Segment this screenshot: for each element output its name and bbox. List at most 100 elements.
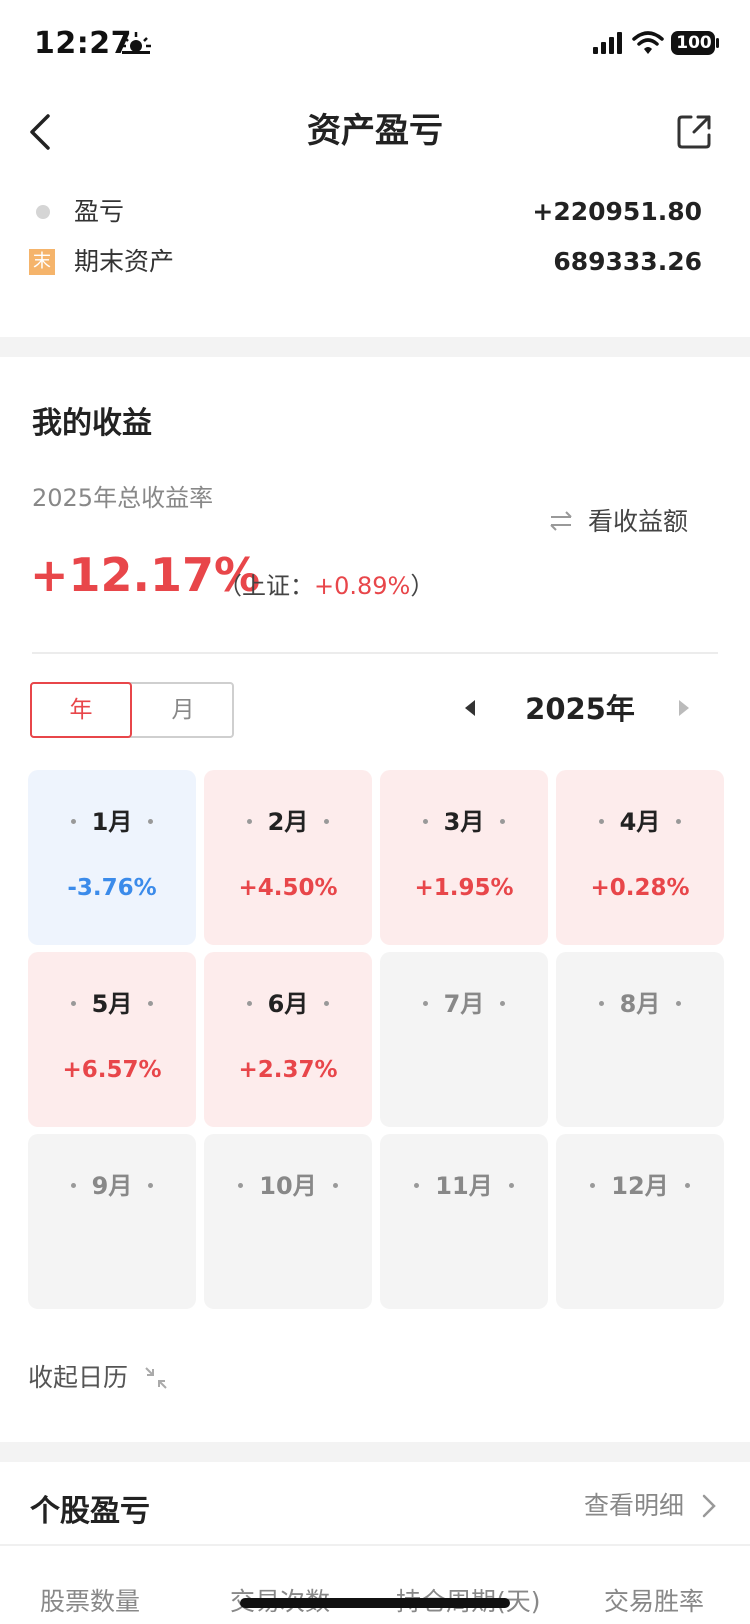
stat-win-rate: 交易胜率: [604, 1587, 705, 1616]
month-cell[interactable]: 2月 +4.50%: [204, 770, 372, 945]
dot: [70, 1182, 76, 1188]
page-title: 资产盈亏: [307, 111, 443, 151]
month-label: 7月: [443, 990, 485, 1018]
share-icon[interactable]: [674, 112, 714, 152]
month-cell[interactable]: 3月 +1.95%: [380, 770, 548, 945]
dot: [414, 1182, 420, 1188]
status-bar: 12:27 100: [0, 0, 750, 90]
month-rate: +6.57%: [62, 1057, 162, 1083]
dot: [422, 818, 428, 824]
dot: [148, 1182, 154, 1188]
month-name: 10月: [204, 1170, 372, 1202]
month-name: 12月: [556, 1170, 724, 1202]
dot: [148, 818, 154, 824]
chevron-right-icon[interactable]: [700, 1490, 718, 1522]
month-label: 10月: [259, 1172, 317, 1200]
month-cell[interactable]: 6月 +2.37%: [204, 952, 372, 1127]
month-name: 6月: [204, 988, 372, 1020]
dot: [500, 1000, 506, 1006]
month-name: 9月: [28, 1170, 196, 1202]
month-label: 6月: [267, 990, 309, 1018]
prev-year-icon[interactable]: [462, 698, 478, 718]
collapse-icon[interactable]: [144, 1366, 168, 1390]
status-time: 12:27: [34, 26, 132, 61]
month-rate: +4.50%: [238, 875, 338, 901]
wifi-icon: [632, 31, 664, 54]
month-name: 7月: [380, 988, 548, 1020]
assets-value: 689333.26: [553, 247, 702, 276]
assets-label: 期末资产: [74, 247, 175, 276]
month-rate: -3.76%: [67, 875, 157, 901]
stock-section-title: 个股盈亏: [30, 1494, 150, 1529]
back-arrow-icon[interactable]: [26, 108, 58, 156]
compare-value: +0.89%: [314, 572, 411, 600]
month-rate: +0.28%: [590, 875, 690, 901]
next-year-icon[interactable]: [676, 698, 692, 718]
month-name: 4月: [556, 806, 724, 838]
battery-icon: [671, 31, 719, 55]
month-label: 12月: [611, 1172, 669, 1200]
collapse-calendar-button[interactable]: 收起日历: [28, 1363, 129, 1392]
month-name: 2月: [204, 806, 372, 838]
year-label: 2025年: [525, 692, 635, 726]
month-name: 8月: [556, 988, 724, 1020]
profit-value: +220951.80: [532, 197, 702, 226]
month-cell[interactable]: 9月: [28, 1134, 196, 1309]
stat-stock-count: 股票数量: [40, 1587, 141, 1616]
section-divider: [0, 337, 750, 357]
month-cell[interactable]: 1月 -3.76%: [28, 770, 196, 945]
rate-caption: 2025年总收益率: [32, 484, 214, 512]
view-detail-link[interactable]: 查看明细: [584, 1491, 685, 1520]
month-label: 2月: [267, 808, 309, 836]
sunrise-icon: [121, 32, 151, 54]
month-cell[interactable]: 10月: [204, 1134, 372, 1309]
tab-year[interactable]: 年: [30, 682, 132, 738]
dot: [148, 1000, 154, 1006]
month-rate: +2.37%: [238, 1057, 338, 1083]
month-name: 1月: [28, 806, 196, 838]
dot: [324, 1000, 330, 1006]
legend-dot: [36, 205, 50, 219]
legend-assets: 末 期末资产 689333.26: [0, 242, 750, 282]
swap-icon: [550, 511, 572, 531]
dot: [422, 1000, 428, 1006]
month-cell[interactable]: 12月: [556, 1134, 724, 1309]
month-cell[interactable]: 4月 +0.28%: [556, 770, 724, 945]
month-cell[interactable]: 7月: [380, 952, 548, 1127]
divider-line-2: [0, 1544, 750, 1546]
month-name: 5月: [28, 988, 196, 1020]
month-label: 11月: [435, 1172, 493, 1200]
dot: [324, 818, 330, 824]
month-label: 1月: [91, 808, 133, 836]
month-label: 3月: [443, 808, 485, 836]
index-compare: （上证：+0.89%）: [218, 566, 434, 601]
month-cell[interactable]: 8月: [556, 952, 724, 1127]
month-cell[interactable]: 5月 +6.57%: [28, 952, 196, 1127]
dot: [246, 1000, 252, 1006]
dot: [508, 1182, 514, 1188]
dot: [684, 1182, 690, 1188]
month-rate: +1.95%: [414, 875, 514, 901]
tab-month[interactable]: 月: [171, 697, 195, 723]
month-cell[interactable]: 11月: [380, 1134, 548, 1309]
dot: [676, 818, 682, 824]
profit-label: 盈亏: [74, 197, 125, 226]
legend-profit: 盈亏 +220951.80: [0, 192, 750, 232]
month-name: 3月: [380, 806, 548, 838]
dot: [332, 1182, 338, 1188]
income-section-title: 我的收益: [32, 406, 152, 441]
dot: [676, 1000, 682, 1006]
battery-level: 100: [676, 33, 712, 53]
section-divider-2: [0, 1442, 750, 1462]
assets-badge: 末: [29, 249, 55, 275]
total-rate-value: +12.17%: [30, 548, 261, 602]
compare-suffix: ）: [410, 572, 435, 600]
dot: [590, 1182, 596, 1188]
home-indicator: [240, 1598, 510, 1608]
dot: [70, 818, 76, 824]
period-switch: 月 年: [30, 682, 234, 738]
dot: [238, 1182, 244, 1188]
dot: [70, 1000, 76, 1006]
compare-prefix: （上证：: [218, 572, 314, 600]
month-name: 11月: [380, 1170, 548, 1202]
